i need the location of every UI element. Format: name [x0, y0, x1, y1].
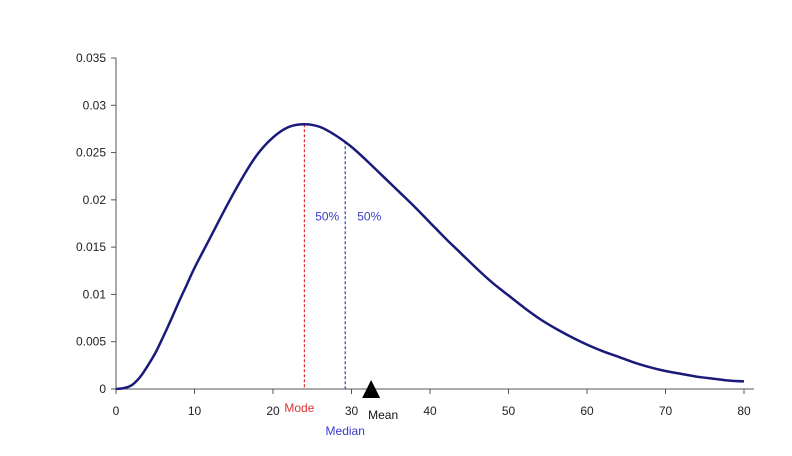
x-tick-label: 70 — [659, 404, 673, 418]
mode-label: Mode — [284, 401, 314, 415]
x-tick-label: 20 — [266, 404, 280, 418]
density-curve — [115, 122, 745, 391]
mean-triangle-marker — [362, 380, 381, 398]
y-tick-label: 0.02 — [83, 193, 107, 207]
axes — [115, 58, 754, 390]
x-tick-label: 0 — [113, 404, 120, 418]
x-tick-label: 10 — [188, 404, 202, 418]
y-tick-label: 0.005 — [76, 335, 106, 349]
y-tick-label: 0.025 — [76, 146, 106, 160]
y-tick-label: 0.03 — [83, 98, 107, 112]
y-tick-label: 0.035 — [76, 51, 106, 65]
y-tick-label: 0.01 — [83, 287, 107, 301]
x-tick-label: 40 — [423, 404, 437, 418]
x-tick-label: 80 — [737, 404, 751, 418]
right-percent-label: 50% — [357, 210, 381, 224]
median-label: Median — [326, 424, 365, 438]
x-tick-label: 30 — [345, 404, 359, 418]
x-ticks: 0 10 20 30 40 50 60 70 80 — [113, 389, 751, 418]
annotations: 50% 50% Mode Median Mean — [284, 210, 398, 438]
reference-lines — [303, 124, 346, 389]
y-ticks: 0 0.005 0.01 0.015 0.02 0.025 0.03 0.035 — [76, 51, 116, 396]
x-tick-label: 50 — [502, 404, 516, 418]
mean-label: Mean — [368, 408, 398, 422]
y-tick-label: 0 — [99, 382, 106, 396]
left-percent-label: 50% — [315, 210, 339, 224]
y-tick-label: 0.015 — [76, 240, 106, 254]
x-tick-label: 60 — [580, 404, 594, 418]
